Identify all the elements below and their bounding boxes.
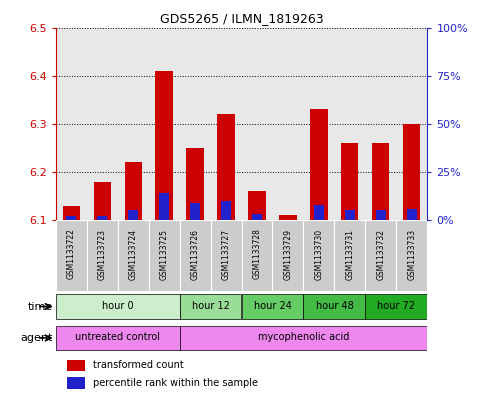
Bar bbox=[272, 220, 303, 291]
Bar bbox=[376, 211, 386, 220]
Text: GSM1133730: GSM1133730 bbox=[314, 228, 324, 279]
Bar bbox=[190, 203, 200, 220]
Bar bbox=[303, 28, 334, 220]
Bar bbox=[366, 220, 397, 291]
Bar bbox=[56, 294, 180, 319]
Text: transformed count: transformed count bbox=[93, 360, 184, 371]
Text: GSM1133726: GSM1133726 bbox=[190, 229, 199, 279]
Bar bbox=[341, 143, 358, 220]
Bar bbox=[344, 211, 355, 220]
Text: GSM1133732: GSM1133732 bbox=[376, 229, 385, 279]
Bar bbox=[397, 28, 427, 220]
Text: GSM1133729: GSM1133729 bbox=[284, 229, 293, 279]
Text: GSM1133725: GSM1133725 bbox=[159, 229, 169, 279]
Bar bbox=[272, 28, 303, 220]
Bar bbox=[217, 114, 235, 220]
Bar bbox=[67, 377, 85, 389]
Bar bbox=[56, 28, 86, 220]
Bar bbox=[366, 28, 397, 220]
Bar bbox=[56, 220, 86, 291]
Text: percentile rank within the sample: percentile rank within the sample bbox=[93, 378, 258, 388]
Bar bbox=[242, 220, 272, 291]
Bar bbox=[334, 220, 366, 291]
Text: mycophenolic acid: mycophenolic acid bbox=[258, 332, 349, 342]
Bar bbox=[242, 294, 303, 319]
Bar bbox=[156, 71, 172, 220]
Bar bbox=[86, 28, 117, 220]
Bar bbox=[211, 28, 242, 220]
Text: hour 12: hour 12 bbox=[192, 301, 229, 311]
Bar bbox=[117, 220, 149, 291]
Bar bbox=[97, 216, 107, 220]
Bar bbox=[67, 360, 85, 371]
Bar bbox=[117, 28, 149, 220]
Text: GSM1133722: GSM1133722 bbox=[67, 229, 75, 279]
Bar bbox=[334, 28, 366, 220]
Text: GSM1133733: GSM1133733 bbox=[408, 228, 416, 279]
Bar bbox=[280, 215, 297, 220]
Bar bbox=[180, 220, 211, 291]
Bar bbox=[397, 220, 427, 291]
Bar bbox=[62, 206, 80, 220]
Bar bbox=[303, 294, 366, 319]
Bar bbox=[56, 325, 180, 351]
Text: GSM1133723: GSM1133723 bbox=[98, 229, 107, 279]
Text: hour 72: hour 72 bbox=[377, 301, 415, 311]
Bar bbox=[149, 220, 180, 291]
Bar bbox=[366, 294, 427, 319]
Bar bbox=[86, 220, 117, 291]
Text: GSM1133731: GSM1133731 bbox=[345, 229, 355, 279]
Bar bbox=[252, 214, 262, 220]
Bar bbox=[180, 294, 242, 319]
Bar bbox=[403, 124, 421, 220]
Bar bbox=[149, 28, 180, 220]
Bar bbox=[242, 28, 272, 220]
Text: time: time bbox=[28, 301, 53, 312]
Bar bbox=[372, 143, 389, 220]
Bar bbox=[248, 191, 266, 220]
Text: GSM1133728: GSM1133728 bbox=[253, 229, 261, 279]
Bar bbox=[407, 209, 417, 220]
Bar bbox=[313, 205, 325, 220]
Bar bbox=[66, 216, 76, 220]
Bar bbox=[211, 220, 242, 291]
Bar bbox=[128, 211, 139, 220]
Bar bbox=[221, 201, 231, 220]
Text: agent: agent bbox=[21, 333, 53, 343]
Title: GDS5265 / ILMN_1819263: GDS5265 / ILMN_1819263 bbox=[160, 12, 323, 25]
Bar bbox=[180, 325, 427, 351]
Bar bbox=[125, 162, 142, 220]
Text: hour 48: hour 48 bbox=[315, 301, 354, 311]
Text: hour 0: hour 0 bbox=[102, 301, 133, 311]
Bar bbox=[311, 109, 327, 220]
Bar bbox=[158, 193, 170, 220]
Bar bbox=[180, 28, 211, 220]
Text: GSM1133727: GSM1133727 bbox=[222, 229, 230, 279]
Bar bbox=[186, 148, 203, 220]
Text: GSM1133724: GSM1133724 bbox=[128, 229, 138, 279]
Bar bbox=[303, 220, 334, 291]
Bar bbox=[94, 182, 111, 220]
Text: untreated control: untreated control bbox=[75, 332, 160, 342]
Text: hour 24: hour 24 bbox=[254, 301, 291, 311]
